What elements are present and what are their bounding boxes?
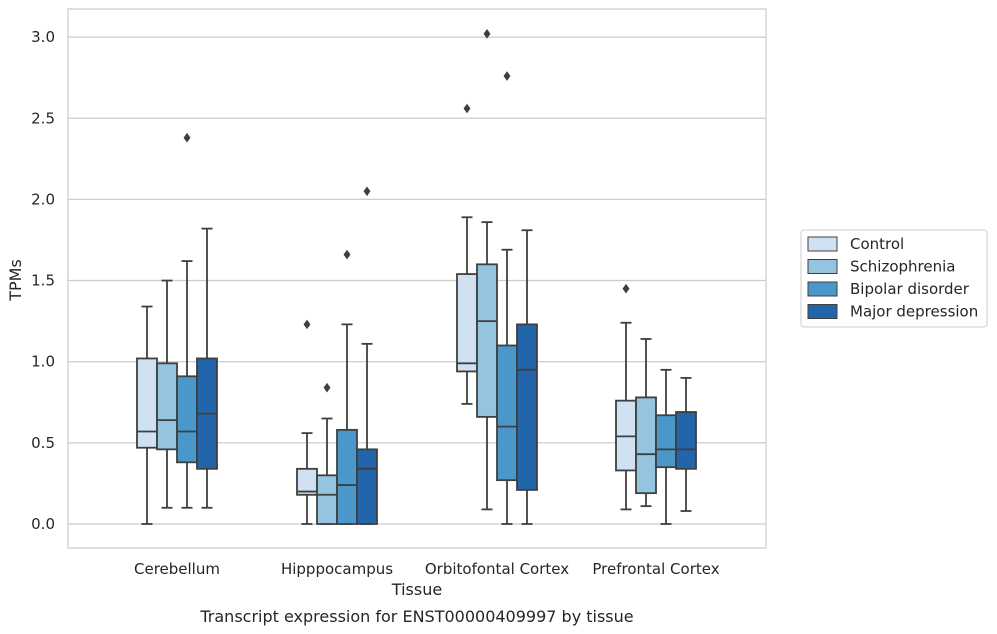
outlier-point xyxy=(483,29,491,39)
x-tick-labels: Cerebellum Hipppocampus Orbitofontal Corte… xyxy=(134,560,720,578)
legend-frame xyxy=(800,229,988,328)
outlier-point xyxy=(622,283,630,294)
box-major-depression xyxy=(516,229,538,525)
box-control xyxy=(296,432,318,525)
box-schizophrenia xyxy=(476,221,498,511)
x-tick-label: Hipppocampus xyxy=(281,560,393,578)
box-body xyxy=(635,396,657,495)
y-tick-label: 3.0 xyxy=(31,28,55,46)
y-axis-title: TPMs xyxy=(6,259,25,302)
box-bipolar-disorder xyxy=(336,323,358,525)
box-body xyxy=(456,273,478,373)
box-body xyxy=(176,375,198,464)
box-groups xyxy=(136,216,697,525)
box-body xyxy=(316,474,338,525)
chart-caption: Transcript expression for ENST0000040999… xyxy=(199,607,633,626)
legend-label: Schizophrenia xyxy=(850,258,955,276)
x-tick-label: Prefrontal Cortex xyxy=(592,560,719,578)
x-tick-label: Orbitofontal Cortex xyxy=(425,560,569,578)
outlier-points xyxy=(183,29,630,393)
outlier-point xyxy=(363,186,371,197)
legend-item: Control xyxy=(807,235,904,253)
box-body xyxy=(476,263,498,418)
outlier-point xyxy=(183,132,191,143)
y-tick-label: 1.0 xyxy=(31,353,55,371)
legend-swatch xyxy=(807,281,838,297)
outlier-point xyxy=(303,319,311,330)
box-major-depression xyxy=(196,227,218,509)
legend-item: Bipolar disorder xyxy=(807,280,970,298)
outlier-point xyxy=(503,71,511,81)
y-tick-label: 0.0 xyxy=(31,515,55,533)
legend-swatch xyxy=(807,236,838,252)
legend-label: Control xyxy=(850,235,904,253)
y-tick-label: 2.5 xyxy=(31,109,55,127)
y-tick-labels: 0.0 0.5 1.0 1.5 2.0 2.5 3.0 xyxy=(31,28,55,533)
box-body xyxy=(516,323,538,491)
plot-frame xyxy=(67,8,767,549)
box-schizophrenia xyxy=(316,417,338,525)
y-tick-label: 0.5 xyxy=(31,434,55,452)
y-tick-label: 2.0 xyxy=(31,190,55,208)
box-body xyxy=(496,344,518,482)
box-body xyxy=(675,411,697,470)
legend: Control Schizophrenia Bipolar disorder Majo… xyxy=(800,229,988,328)
box-bipolar-disorder xyxy=(496,248,518,525)
outlier-point xyxy=(343,249,351,260)
x-axis-title: Tissue xyxy=(391,580,442,599)
legend-item: Schizophrenia xyxy=(807,258,955,276)
legend-label: Bipolar disorder xyxy=(850,280,970,298)
legend-swatch xyxy=(807,259,838,274)
outlier-point xyxy=(463,103,471,114)
legend-item: Major depression xyxy=(807,303,978,321)
box-body xyxy=(655,414,677,469)
x-tick-label: Cerebellum xyxy=(134,560,220,578)
box-body xyxy=(136,357,158,449)
outlier-point xyxy=(323,382,331,393)
legend-swatch xyxy=(807,304,838,319)
box-bipolar-disorder xyxy=(176,260,198,509)
box-major-depression xyxy=(675,377,697,512)
box-body xyxy=(336,428,358,525)
box-control xyxy=(136,305,158,525)
y-tick-label: 1.5 xyxy=(31,272,55,290)
box-schizophrenia xyxy=(156,279,178,509)
box-body xyxy=(156,362,178,451)
box-bipolar-disorder xyxy=(655,368,677,525)
legend-label: Major depression xyxy=(850,303,978,321)
box-major-depression xyxy=(356,342,378,525)
box-body xyxy=(356,448,378,525)
